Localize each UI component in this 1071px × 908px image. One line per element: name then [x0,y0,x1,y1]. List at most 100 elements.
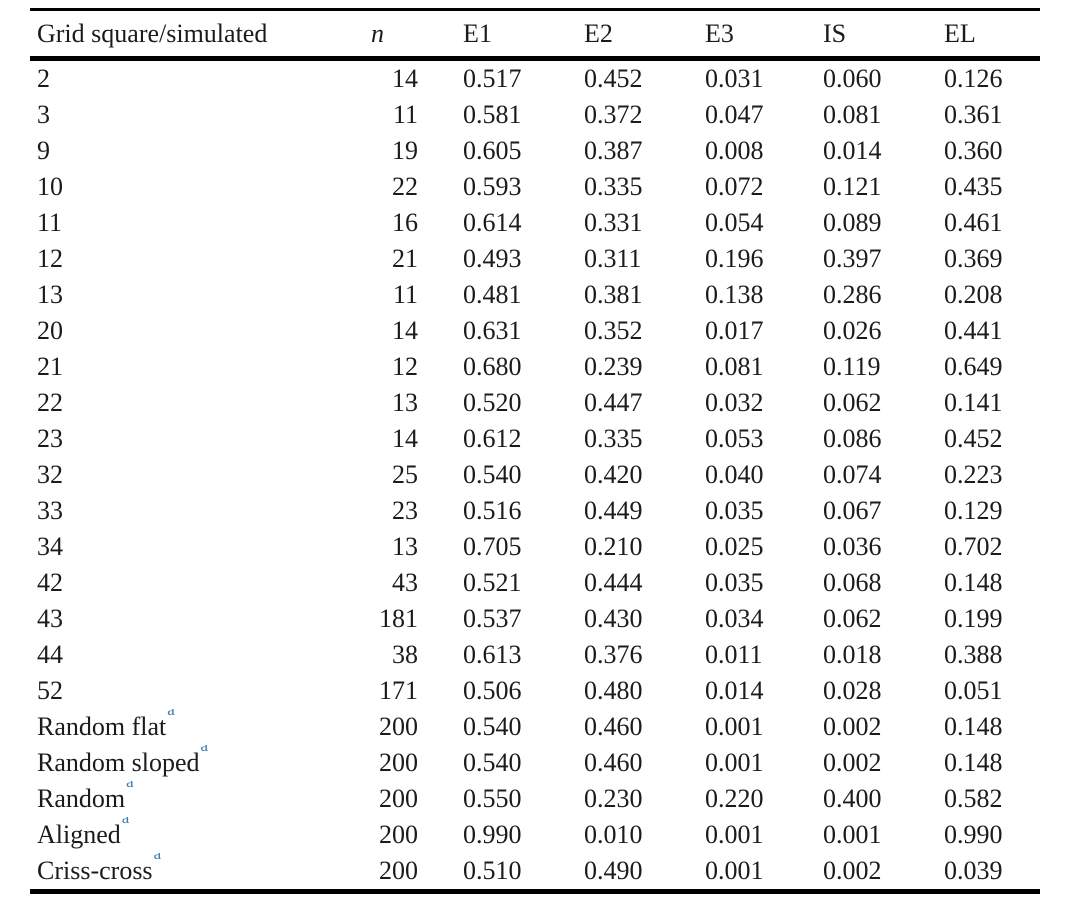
table-row: 3 11 0.581 0.372 0.047 0.081 0.361 [30,97,1040,133]
table-row: 23 14 0.612 0.335 0.053 0.086 0.452 [30,421,1040,457]
cell-n: 13 [392,532,418,561]
row-label: 10 [30,169,371,205]
cell-e2: 0.460 [584,748,643,777]
cell-e2: 0.381 [584,280,643,309]
cell-e3: 0.054 [705,208,764,237]
table-header-row: Grid square/simulated n E1 E2 E3 IS EL [30,10,1040,59]
cell-e3: 0.035 [705,568,764,597]
cell-n: 21 [392,244,418,273]
table-row: Random flata 200 0.540 0.460 0.001 0.002… [30,709,1040,745]
cell-n: 200 [379,748,418,777]
cell-n: 23 [392,496,418,525]
cell-e1: 0.537 [463,604,522,633]
cell-e3: 0.001 [705,820,764,849]
cell-is: 0.119 [823,352,881,381]
cell-e1: 0.481 [463,280,522,309]
column-header-is: IS [823,19,847,48]
column-header-e2: E2 [584,19,613,48]
cell-is: 0.089 [823,208,882,237]
row-label: 43 [30,601,371,637]
row-label-text: 10 [37,172,63,201]
table-row: 9 19 0.605 0.387 0.008 0.014 0.360 [30,133,1040,169]
footnote-marker: a [167,709,175,720]
cell-n: 200 [379,856,418,885]
table-row: 43 181 0.537 0.430 0.034 0.062 0.199 [30,601,1040,637]
row-label: Randoma [30,781,371,817]
cell-e3: 0.032 [705,388,764,417]
row-label-text: 44 [37,640,63,669]
cell-n: 38 [392,640,418,669]
cell-e1: 0.593 [463,172,522,201]
cell-e2: 0.444 [584,568,643,597]
footnote-marker: a [121,817,130,828]
cell-e3: 0.025 [705,532,764,561]
cell-el: 0.148 [944,568,1003,597]
cell-e2: 0.452 [584,64,643,93]
cell-is: 0.062 [823,604,882,633]
row-label-text: Random sloped [37,748,200,777]
cell-el: 0.141 [944,388,1003,417]
table-row: 34 13 0.705 0.210 0.025 0.036 0.702 [30,529,1040,565]
cell-e3: 0.001 [705,712,764,741]
cell-e1: 0.680 [463,352,522,381]
cell-n: 171 [379,676,418,705]
cell-e3: 0.053 [705,424,764,453]
cell-el: 0.435 [944,172,1003,201]
cell-is: 0.068 [823,568,882,597]
column-header-e3: E3 [705,19,734,48]
column-header-el: EL [944,19,976,48]
table-row: Criss-crossa 200 0.510 0.490 0.001 0.002… [30,853,1040,892]
table-row: 32 25 0.540 0.420 0.040 0.074 0.223 [30,457,1040,493]
cell-e2: 0.210 [584,532,643,561]
cell-el: 0.199 [944,604,1003,633]
row-label-text: Aligned [37,820,121,849]
cell-el: 0.461 [944,208,1003,237]
cell-is: 0.002 [823,712,882,741]
column-header-grid-square-simulated: Grid square/simulated [37,19,268,48]
row-label: Aligneda [30,817,371,853]
cell-el: 0.361 [944,100,1003,129]
cell-el: 0.369 [944,244,1003,273]
cell-e3: 0.040 [705,460,764,489]
row-label-text: Random flat [37,712,167,741]
cell-e3: 0.008 [705,136,764,165]
cell-e2: 0.311 [584,244,642,273]
cell-n: 14 [392,424,418,453]
cell-n: 14 [392,316,418,345]
table-row: 12 21 0.493 0.311 0.196 0.397 0.369 [30,241,1040,277]
cell-e1: 0.614 [463,208,522,237]
cell-is: 0.121 [823,172,882,201]
cell-n: 11 [392,100,418,129]
cell-el: 0.148 [944,748,1003,777]
table-row: Randoma 200 0.550 0.230 0.220 0.400 0.58… [30,781,1040,817]
cell-n: 22 [392,172,418,201]
row-label: 13 [30,277,371,313]
row-label-text: 13 [37,280,63,309]
cell-e2: 0.449 [584,496,643,525]
cell-n: 11 [392,280,418,309]
cell-e1: 0.517 [463,64,522,93]
cell-e2: 0.331 [584,208,643,237]
cell-e3: 0.138 [705,280,764,309]
cell-e1: 0.631 [463,316,522,345]
cell-e3: 0.072 [705,172,764,201]
cell-el: 0.452 [944,424,1003,453]
cell-n: 200 [379,820,418,849]
cell-e2: 0.460 [584,712,643,741]
cell-is: 0.062 [823,388,882,417]
row-label-text: 43 [37,604,63,633]
row-label: 32 [30,457,371,493]
cell-n: 200 [379,712,418,741]
cell-el: 0.441 [944,316,1003,345]
cell-el: 0.051 [944,676,1003,705]
cell-e1: 0.506 [463,676,522,705]
row-label: 23 [30,421,371,457]
row-label: 3 [30,97,371,133]
table-row: 2 14 0.517 0.452 0.031 0.060 0.126 [30,59,1040,98]
cell-e3: 0.220 [705,784,764,813]
row-label: Criss-crossa [30,853,371,892]
row-label-text: 22 [37,388,63,417]
cell-e1: 0.612 [463,424,522,453]
row-label-text: Random [37,784,126,813]
cell-e1: 0.540 [463,460,522,489]
